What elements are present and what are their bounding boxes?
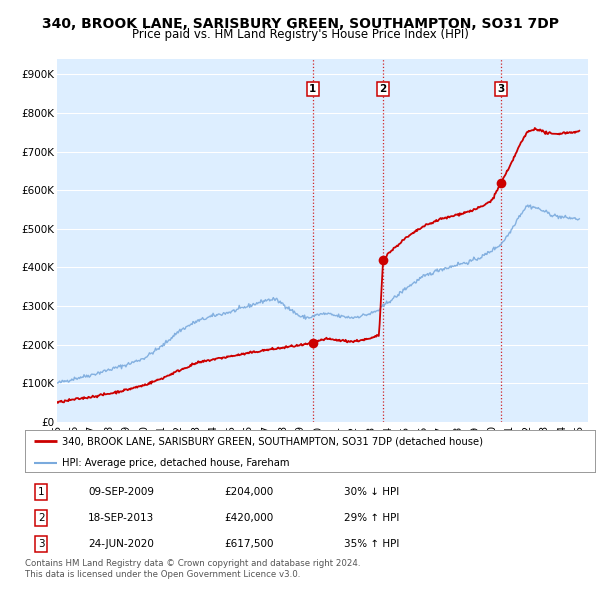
- Text: 340, BROOK LANE, SARISBURY GREEN, SOUTHAMPTON, SO31 7DP: 340, BROOK LANE, SARISBURY GREEN, SOUTHA…: [41, 17, 559, 31]
- Text: 1: 1: [309, 84, 316, 94]
- Text: 340, BROOK LANE, SARISBURY GREEN, SOUTHAMPTON, SO31 7DP (detached house): 340, BROOK LANE, SARISBURY GREEN, SOUTHA…: [62, 437, 483, 447]
- Text: £420,000: £420,000: [224, 513, 274, 523]
- Text: 30% ↓ HPI: 30% ↓ HPI: [344, 487, 400, 497]
- Text: 2: 2: [38, 513, 44, 523]
- Text: 18-SEP-2013: 18-SEP-2013: [88, 513, 154, 523]
- Text: Contains HM Land Registry data © Crown copyright and database right 2024.
This d: Contains HM Land Registry data © Crown c…: [25, 559, 361, 579]
- Text: 2: 2: [379, 84, 386, 94]
- Text: 3: 3: [38, 539, 44, 549]
- Text: 35% ↑ HPI: 35% ↑ HPI: [344, 539, 400, 549]
- Text: 1: 1: [38, 487, 44, 497]
- Text: HPI: Average price, detached house, Fareham: HPI: Average price, detached house, Fare…: [62, 458, 290, 468]
- Text: 24-JUN-2020: 24-JUN-2020: [88, 539, 154, 549]
- Text: £617,500: £617,500: [224, 539, 274, 549]
- Text: 3: 3: [497, 84, 504, 94]
- Text: 09-SEP-2009: 09-SEP-2009: [88, 487, 154, 497]
- Text: £204,000: £204,000: [224, 487, 274, 497]
- Text: Price paid vs. HM Land Registry's House Price Index (HPI): Price paid vs. HM Land Registry's House …: [131, 28, 469, 41]
- Text: 29% ↑ HPI: 29% ↑ HPI: [344, 513, 400, 523]
